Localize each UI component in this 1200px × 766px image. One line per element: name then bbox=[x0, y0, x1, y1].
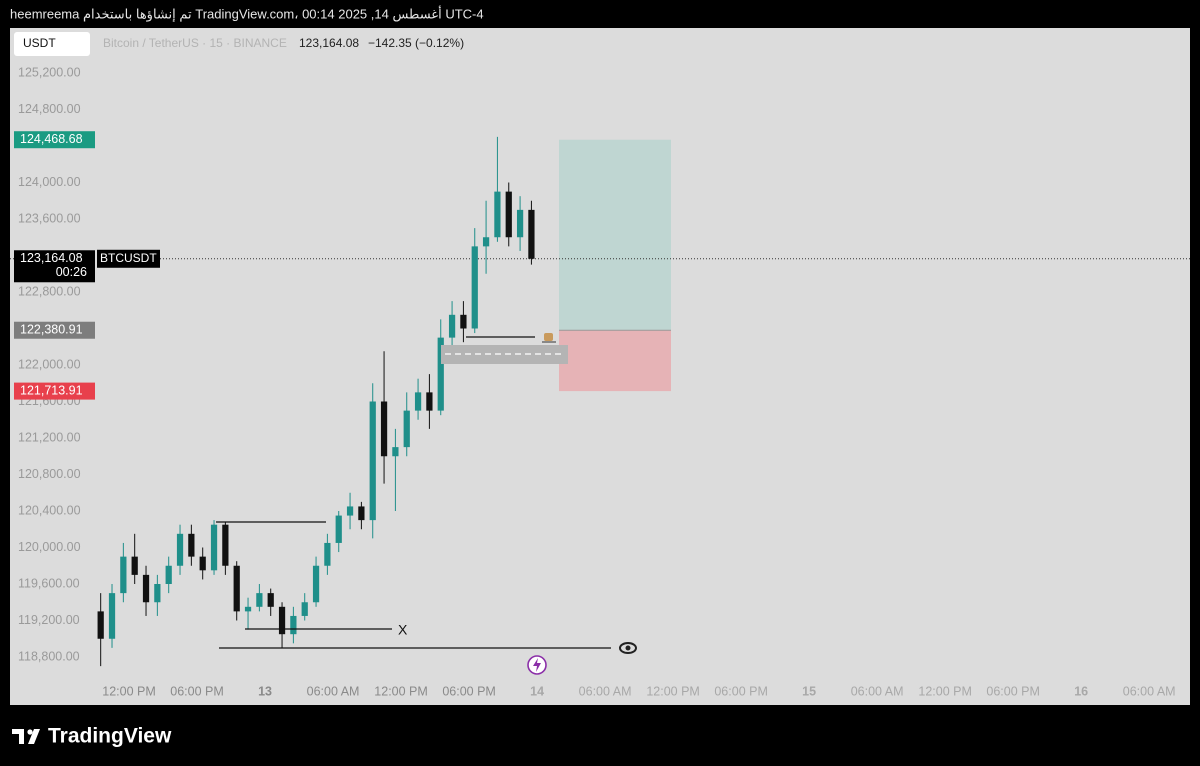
price-badge bbox=[14, 321, 95, 339]
eye-icon bbox=[619, 642, 637, 654]
loss-zone bbox=[559, 330, 671, 392]
candle-body bbox=[460, 314, 467, 329]
price-badge bbox=[14, 250, 95, 283]
price-badge-label: 123,164.08 bbox=[20, 251, 83, 265]
x-tick-label: 06:00 AM bbox=[851, 684, 904, 698]
candle-body bbox=[369, 401, 376, 521]
drawing-label: X bbox=[398, 622, 408, 638]
y-tick-label: 124,800.00 bbox=[18, 102, 81, 116]
candle-body bbox=[244, 606, 252, 612]
candle-body bbox=[392, 447, 399, 457]
candle-body bbox=[97, 611, 104, 639]
symbol-text: USDT bbox=[23, 36, 56, 50]
candle-body bbox=[505, 191, 512, 238]
candle-body bbox=[188, 533, 195, 557]
y-tick-label: 119,600.00 bbox=[18, 576, 80, 590]
x-tick-label: 12:00 PM bbox=[102, 684, 156, 698]
symbol-box[interactable] bbox=[14, 32, 90, 56]
y-tick-label: 119,200.00 bbox=[18, 613, 80, 627]
x-tick-label: 06:00 PM bbox=[986, 684, 1040, 698]
x-tick-label: 12:00 PM bbox=[918, 684, 972, 698]
y-tick-label: 120,800.00 bbox=[18, 467, 81, 481]
x-tick-label: 06:00 PM bbox=[170, 684, 224, 698]
candle-body bbox=[494, 191, 501, 238]
price-badge-label: 122,380.91 bbox=[20, 323, 83, 337]
candle-body bbox=[516, 209, 524, 238]
candle-body bbox=[165, 565, 172, 585]
candle-body bbox=[437, 337, 444, 411]
candle-body bbox=[108, 593, 116, 639]
y-tick-label: 122,000.00 bbox=[18, 357, 81, 371]
x-tick-label: 06:00 PM bbox=[714, 684, 768, 698]
caption: heemreema تم إنشاؤها باستخدام TradingVie… bbox=[10, 5, 484, 22]
y-tick-label: 125,200.00 bbox=[18, 65, 81, 79]
x-tick-label: 16 bbox=[1074, 684, 1088, 698]
candle-body bbox=[131, 556, 138, 575]
candle-body bbox=[222, 524, 229, 566]
x-tick-label: 15 bbox=[802, 684, 816, 698]
plot: 125,200.00 124,800.00 124,000.00 123,600.00… bbox=[10, 65, 1190, 705]
candle-body bbox=[233, 565, 240, 612]
y-tick-label: 121,200.00 bbox=[18, 430, 81, 444]
y-tick-label: 123,600.00 bbox=[18, 211, 81, 225]
x-tick-label: 14 bbox=[530, 684, 544, 698]
candle-body bbox=[120, 556, 127, 594]
candle-body bbox=[335, 515, 342, 543]
legend-title: Bitcoin / TetherUS · 15 · BINANCE bbox=[103, 36, 287, 50]
candle-body bbox=[210, 524, 218, 571]
y-tick-label: 120,000.00 bbox=[18, 540, 81, 554]
candle-body bbox=[346, 506, 354, 516]
price-badge bbox=[14, 382, 95, 400]
candle-body bbox=[380, 401, 388, 457]
candle-body bbox=[471, 246, 478, 329]
candle-body bbox=[358, 506, 365, 521]
zone-box bbox=[441, 345, 568, 364]
x-tick-label: 12:00 PM bbox=[646, 684, 700, 698]
x-tick-label: 06:00 AM bbox=[307, 684, 360, 698]
price-badge-label: 121,713.91 bbox=[20, 383, 83, 397]
candle-body bbox=[448, 314, 456, 338]
x-tick-label: 06:00 AM bbox=[579, 684, 632, 698]
price-badge-label: 124,468.68 bbox=[20, 132, 83, 146]
countdown: 00:26 bbox=[56, 265, 87, 279]
series-label-box bbox=[97, 249, 160, 268]
candle-body bbox=[312, 565, 320, 603]
candle-body bbox=[176, 533, 184, 566]
candle-body bbox=[142, 574, 150, 603]
x-tick-label: 06:00 PM bbox=[442, 684, 496, 698]
x-tick-label: 13 bbox=[258, 684, 272, 698]
candle-body bbox=[414, 392, 422, 411]
brand bbox=[12, 729, 40, 744]
y-tick-label: 122,800.00 bbox=[18, 284, 81, 298]
alert-icon[interactable] bbox=[527, 655, 547, 675]
y-tick-label: 120,400.00 bbox=[18, 503, 81, 517]
candle-body bbox=[267, 593, 274, 607]
candle-body bbox=[256, 593, 263, 607]
y-tick-label: 118,800.00 bbox=[18, 649, 80, 663]
brand-text: TradingView bbox=[48, 725, 172, 748]
candle-body bbox=[528, 209, 535, 259]
price-badge bbox=[14, 131, 95, 149]
candle-body bbox=[324, 542, 331, 566]
candle-body bbox=[199, 556, 206, 571]
candle-body bbox=[301, 602, 308, 616]
cup-icon bbox=[542, 333, 556, 343]
candle-body bbox=[154, 584, 161, 603]
series-label: BTCUSDT bbox=[100, 251, 157, 265]
candle-body bbox=[278, 606, 286, 635]
candle-body bbox=[482, 237, 490, 247]
profit-zone bbox=[559, 139, 671, 331]
legend-price: 123,164.08 bbox=[299, 36, 359, 50]
candle-body bbox=[403, 410, 410, 448]
x-tick-label: 06:00 AM bbox=[1123, 684, 1176, 698]
y-tick-label: 124,000.00 bbox=[18, 175, 81, 189]
candle-body bbox=[426, 392, 433, 411]
legend-change: −142.35 (−0.12%) bbox=[368, 36, 464, 50]
candle-body bbox=[290, 615, 297, 635]
x-tick-label: 12:00 PM bbox=[374, 684, 428, 698]
